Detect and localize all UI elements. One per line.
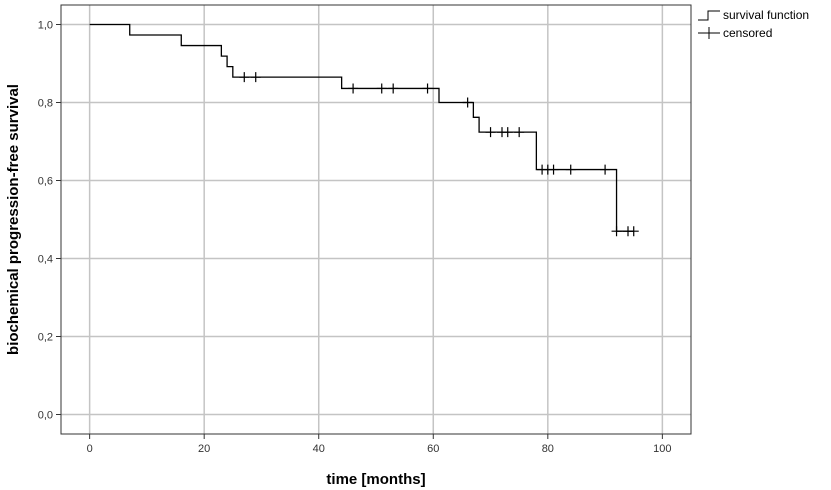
x-tick-label: 80 [542, 443, 554, 455]
censor-markers [239, 72, 639, 237]
y-tick-label: 0,0 [38, 410, 53, 422]
y-tick-label: 0,4 [38, 254, 53, 266]
censored-marker [548, 164, 559, 175]
legend-censored-symbol [698, 27, 720, 39]
plot-frame [60, 4, 692, 435]
censored-marker [422, 83, 433, 94]
censored-marker [600, 164, 611, 175]
censored-marker [502, 127, 513, 138]
censored-marker [462, 97, 473, 108]
censored-marker [250, 72, 261, 83]
censored-marker [565, 164, 576, 175]
x-tick-label: 60 [427, 443, 439, 455]
gridlines [61, 5, 691, 434]
censored-marker [388, 83, 399, 94]
legend-survival-label: survival function [723, 8, 809, 22]
x-tick-label: 100 [653, 443, 671, 455]
censored-marker [239, 72, 250, 83]
y-axis-title: biochemical progression-free survival [5, 84, 22, 355]
x-tick-label: 0 [87, 443, 93, 455]
y-tick-label: 0,6 [38, 176, 53, 188]
censored-marker [628, 226, 639, 237]
y-axis-ticks: 0,0 0,2 0,4 0,6 0,8 1,0 [38, 20, 61, 422]
censored-marker [348, 83, 359, 94]
y-tick-label: 0,8 [38, 98, 53, 110]
survival-step-line [89, 23, 634, 232]
x-axis-title: time [months] [326, 471, 425, 488]
x-axis-ticks: 0 20 40 60 80 100 [87, 434, 672, 455]
series-layer [89, 23, 634, 232]
x-tick-label: 20 [198, 443, 210, 455]
censored-marker [485, 127, 496, 138]
legend-censored-label: censored [723, 26, 772, 40]
censored-marker [611, 226, 622, 237]
censored-marker [514, 127, 525, 138]
legend: survival function censored [698, 8, 809, 40]
y-tick-label: 0,2 [38, 332, 53, 344]
legend-survival-symbol [698, 10, 720, 21]
y-tick-label: 1,0 [38, 20, 53, 32]
censored-marker [376, 83, 387, 94]
x-tick-label: 40 [313, 443, 325, 455]
